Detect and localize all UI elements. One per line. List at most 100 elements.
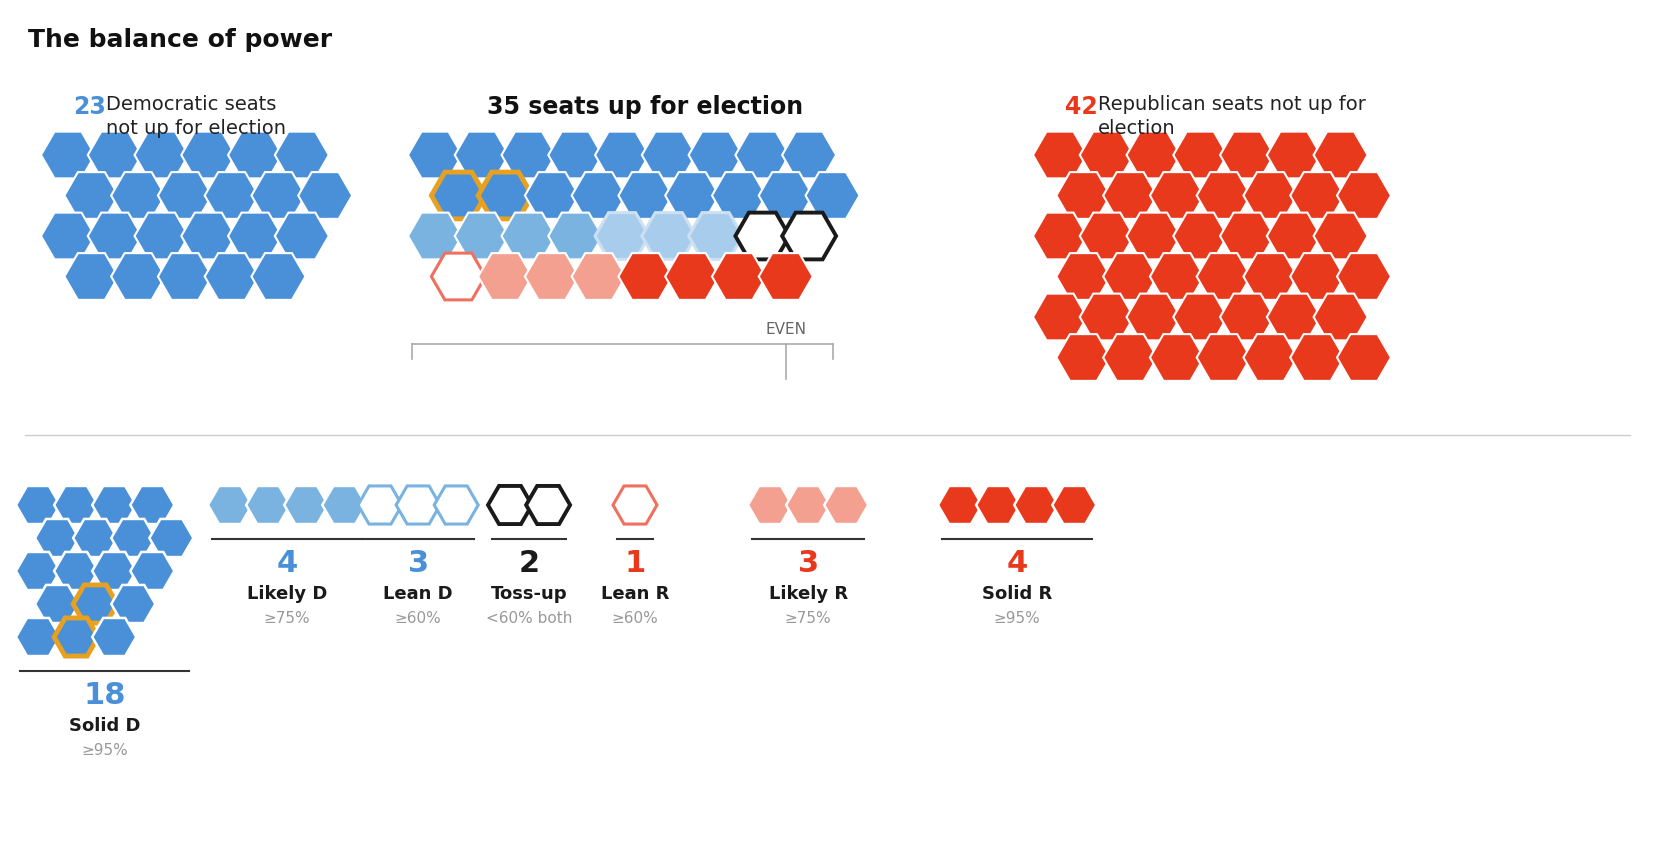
Text: 3: 3 [798,549,818,578]
Text: 18: 18 [83,681,126,710]
Polygon shape [180,213,235,259]
Text: ≥75%: ≥75% [784,611,831,626]
Polygon shape [228,131,281,179]
Polygon shape [1125,294,1180,340]
Polygon shape [205,172,258,219]
Polygon shape [88,213,142,259]
Polygon shape [35,585,79,623]
Polygon shape [758,253,813,300]
Polygon shape [323,486,366,524]
Polygon shape [1312,213,1367,259]
Polygon shape [1243,172,1296,219]
Polygon shape [804,172,859,219]
Polygon shape [1243,253,1296,300]
Polygon shape [131,552,174,590]
Polygon shape [111,172,166,219]
Polygon shape [1197,253,1250,300]
Polygon shape [1056,253,1111,300]
Polygon shape [1149,253,1203,300]
Polygon shape [134,213,189,259]
Polygon shape [1102,334,1157,381]
Polygon shape [275,131,329,179]
Polygon shape [1051,486,1096,524]
Text: Democratic seats
not up for election: Democratic seats not up for election [106,95,286,137]
Polygon shape [205,253,258,300]
Polygon shape [1079,213,1134,259]
Polygon shape [688,131,741,179]
Polygon shape [17,618,60,656]
Polygon shape [111,585,156,623]
Polygon shape [17,552,60,590]
Polygon shape [1149,172,1203,219]
Polygon shape [642,131,695,179]
Polygon shape [357,486,402,524]
Text: Toss-up: Toss-up [490,585,568,603]
Text: Solid D: Solid D [70,717,141,735]
Polygon shape [1312,131,1367,179]
Polygon shape [1197,334,1250,381]
Polygon shape [1243,334,1296,381]
Polygon shape [1289,334,1344,381]
Polygon shape [396,486,440,524]
Polygon shape [478,253,531,300]
Polygon shape [525,172,579,219]
Text: Lean R: Lean R [601,585,669,603]
Polygon shape [1220,294,1273,340]
Polygon shape [617,253,672,300]
Polygon shape [478,172,531,219]
Polygon shape [665,172,718,219]
Polygon shape [228,213,281,259]
Polygon shape [571,253,626,300]
Polygon shape [594,131,649,179]
Polygon shape [149,519,194,557]
Polygon shape [247,486,290,524]
Polygon shape [275,213,329,259]
Polygon shape [41,131,94,179]
Polygon shape [1173,294,1226,340]
Polygon shape [1336,334,1390,381]
Polygon shape [285,486,328,524]
Polygon shape [1013,486,1058,524]
Text: 2: 2 [518,549,540,578]
Polygon shape [1312,294,1367,340]
Polygon shape [665,253,718,300]
Polygon shape [617,172,672,219]
Text: Likely D: Likely D [247,585,328,603]
Text: 42: 42 [1064,95,1097,119]
Polygon shape [594,213,649,259]
Polygon shape [180,131,235,179]
Polygon shape [1149,334,1203,381]
Text: 1: 1 [624,549,645,578]
Polygon shape [88,131,142,179]
Polygon shape [525,253,579,300]
Text: ≥95%: ≥95% [81,743,127,758]
Polygon shape [55,486,98,524]
Polygon shape [548,213,602,259]
Polygon shape [209,486,252,524]
Polygon shape [501,131,554,179]
Polygon shape [73,585,118,623]
Polygon shape [73,519,118,557]
Polygon shape [65,172,118,219]
Text: The balance of power: The balance of power [28,28,333,52]
Polygon shape [937,486,981,524]
Polygon shape [1336,172,1390,219]
Polygon shape [1173,131,1226,179]
Polygon shape [712,172,766,219]
Polygon shape [748,486,791,524]
Polygon shape [93,618,136,656]
Polygon shape [111,253,166,300]
Polygon shape [786,486,829,524]
Text: EVEN: EVEN [765,322,806,337]
Text: ≥75%: ≥75% [263,611,309,626]
Polygon shape [526,486,569,524]
Polygon shape [642,213,695,259]
Polygon shape [1102,253,1157,300]
Polygon shape [735,131,789,179]
Polygon shape [488,486,531,524]
Polygon shape [1079,131,1134,179]
Polygon shape [1125,131,1180,179]
Polygon shape [55,552,98,590]
Polygon shape [1289,253,1344,300]
Polygon shape [688,213,741,259]
